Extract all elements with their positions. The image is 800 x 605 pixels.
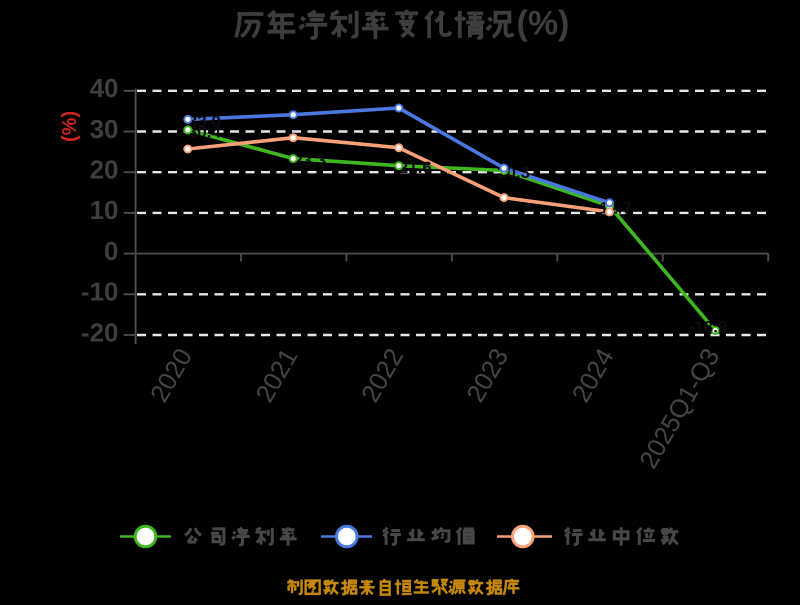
svg-text:33.0: 33.0 [188, 112, 221, 131]
svg-text:20: 20 [90, 155, 119, 185]
svg-text:10: 10 [90, 195, 119, 225]
svg-text:0: 0 [104, 236, 118, 266]
svg-text:30: 30 [90, 114, 119, 144]
svg-text:(%): (%) [59, 111, 81, 142]
svg-text:11.7: 11.7 [600, 199, 632, 218]
svg-text:23.3: 23.3 [293, 151, 326, 170]
svg-text:-18.9: -18.9 [689, 318, 728, 337]
svg-text:21.6: 21.6 [399, 158, 432, 177]
svg-text:(%): (%) [517, 5, 570, 43]
svg-text:-20: -20 [81, 317, 119, 347]
svg-text:30.4: 30.4 [188, 122, 222, 141]
svg-text:40: 40 [90, 73, 119, 103]
svg-text:-10: -10 [81, 277, 119, 307]
